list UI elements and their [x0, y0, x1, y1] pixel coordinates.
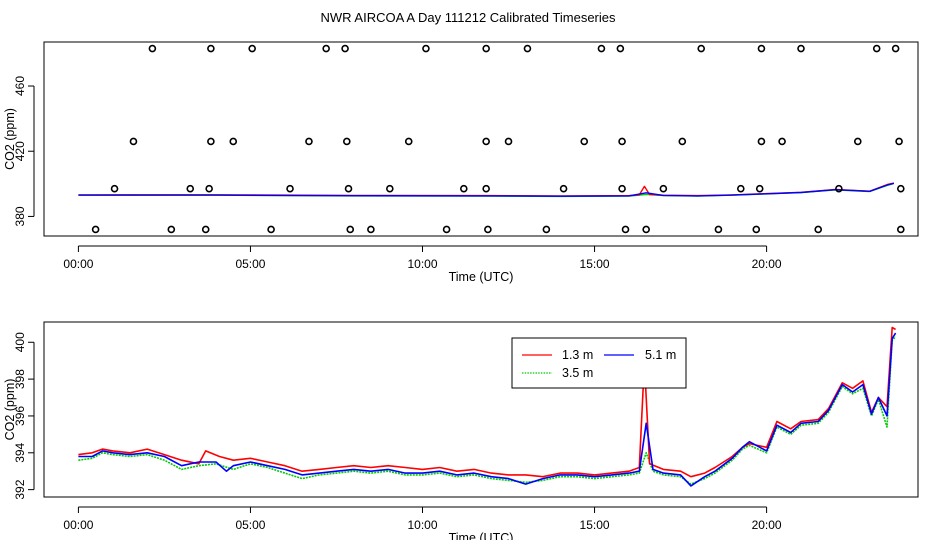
- scatter-point: [186, 184, 195, 193]
- scatter-point: [752, 225, 761, 234]
- top-x-tick-label: 05:00: [235, 257, 265, 271]
- scatter-point: [659, 184, 668, 193]
- scatter-point: [442, 225, 451, 234]
- bottom-y-tick-label: 398: [13, 369, 27, 389]
- scatter-point: [129, 137, 138, 146]
- legend-box: [511, 337, 687, 389]
- bottom-y-tick-label: 392: [13, 479, 27, 499]
- scatter-point: [286, 184, 294, 193]
- scatter-point: [714, 225, 723, 234]
- bottom-y-tick-label: 394: [13, 442, 27, 462]
- scatter-point: [404, 137, 413, 146]
- scatter-point: [482, 137, 490, 146]
- scatter-point: [895, 137, 903, 146]
- scatter-point: [91, 225, 100, 234]
- scatter-point: [757, 137, 766, 146]
- scatter-point: [853, 137, 862, 146]
- scatter-point: [110, 184, 119, 193]
- bottom-x-tick-label: 10:00: [407, 518, 437, 532]
- scatter-point: [642, 225, 650, 234]
- bottom-plot-frame: [43, 321, 919, 498]
- scatter-point: [482, 184, 490, 193]
- scatter-point: [482, 44, 490, 53]
- bottom-x-tick-label: 00:00: [63, 518, 93, 532]
- legend-label-3-5m: 3.5 m: [562, 366, 593, 380]
- scatter-point: [207, 137, 215, 146]
- scatter-point: [697, 44, 706, 53]
- scatter-point: [896, 184, 905, 193]
- scatter-point: [896, 225, 905, 234]
- bottom-panel: 00:00 05:00 10:00 15:00 20:00 Time (UTC) 392 39…: [3, 321, 919, 540]
- scatter-point: [459, 184, 468, 193]
- top-y-tick-label: 380: [13, 206, 27, 226]
- legend: 1.3 m 5.1 m 3.5 m: [511, 337, 687, 389]
- scatter-point: [386, 184, 394, 193]
- scatter-point: [305, 137, 313, 146]
- scatter-point: [678, 137, 687, 146]
- top-y-axis-label: CO2 (ppm): [3, 108, 17, 170]
- scatter-point: [757, 44, 766, 53]
- scatter-point: [346, 225, 355, 234]
- bottom-x-tick-label: 20:00: [752, 518, 782, 532]
- top-plot-frame: [43, 41, 919, 237]
- legend-label-5-1m: 5.1 m: [645, 348, 676, 362]
- scatter-point: [616, 44, 625, 53]
- scatter-point: [621, 225, 630, 234]
- top-x-tick-label: 20:00: [752, 257, 782, 271]
- scatter-point: [248, 44, 256, 53]
- scatter-point: [559, 184, 568, 193]
- scatter-point: [343, 137, 351, 146]
- scatter-point: [322, 44, 330, 53]
- scatter-point: [835, 184, 843, 193]
- scatter-point: [542, 225, 551, 234]
- top-x-axis-label: Time (UTC): [449, 270, 514, 284]
- figure-title: NWR AIRCOA A Day 111212 Calibrated Times…: [320, 10, 616, 25]
- scatter-point: [797, 44, 805, 53]
- top-y-tick-label: 420: [13, 141, 27, 161]
- scatter-point: [229, 137, 238, 146]
- bottom-series-line-5-1-m: [78, 332, 897, 487]
- scatter-point: [267, 225, 275, 234]
- top-x-tick-label: 10:00: [407, 257, 437, 271]
- scatter-point: [422, 44, 430, 53]
- top-series-line-5-1-m: [78, 182, 895, 197]
- bottom-y-tick-label: 396: [13, 406, 27, 426]
- scatter-point: [205, 184, 213, 193]
- bottom-series-line-1-3-m: [78, 326, 896, 478]
- scatter-point: [201, 225, 210, 234]
- scatter-point: [167, 225, 176, 234]
- scatter-point: [344, 184, 353, 193]
- scatter-point: [736, 184, 745, 193]
- top-x-tick-label: 00:00: [63, 257, 93, 271]
- scatter-point: [484, 225, 492, 234]
- top-y-tick-label: 460: [13, 76, 27, 96]
- bottom-x-tick-label: 05:00: [235, 518, 265, 532]
- scatter-point: [597, 44, 606, 53]
- scatter-point: [618, 137, 626, 146]
- scatter-point: [523, 44, 532, 53]
- scatter-point: [618, 184, 626, 193]
- scatter-point: [778, 137, 786, 146]
- scatter-point: [367, 225, 375, 234]
- scatter-point: [872, 44, 881, 53]
- top-panel: 00:00 05:00 10:00 15:00 20:00 Time (UTC) 380 42…: [3, 41, 919, 284]
- bottom-x-tick-label: 15:00: [580, 518, 610, 532]
- legend-label-1-3m: 1.3 m: [562, 348, 593, 362]
- bottom-x-axis-label: Time (UTC): [449, 531, 514, 540]
- bottom-series-line-3-5-m: [78, 336, 897, 485]
- scatter-point: [341, 44, 349, 53]
- scatter-point: [891, 44, 900, 53]
- scatter-point: [504, 137, 513, 146]
- scatter-point: [814, 225, 823, 234]
- scatter-point: [207, 44, 215, 53]
- bottom-y-axis-label: CO2 (ppm): [3, 379, 17, 441]
- scatter-point: [580, 137, 589, 146]
- bottom-y-tick-label: 400: [13, 332, 27, 352]
- scatter-point: [148, 44, 157, 53]
- top-x-tick-label: 15:00: [580, 257, 610, 271]
- scatter-point: [755, 184, 764, 193]
